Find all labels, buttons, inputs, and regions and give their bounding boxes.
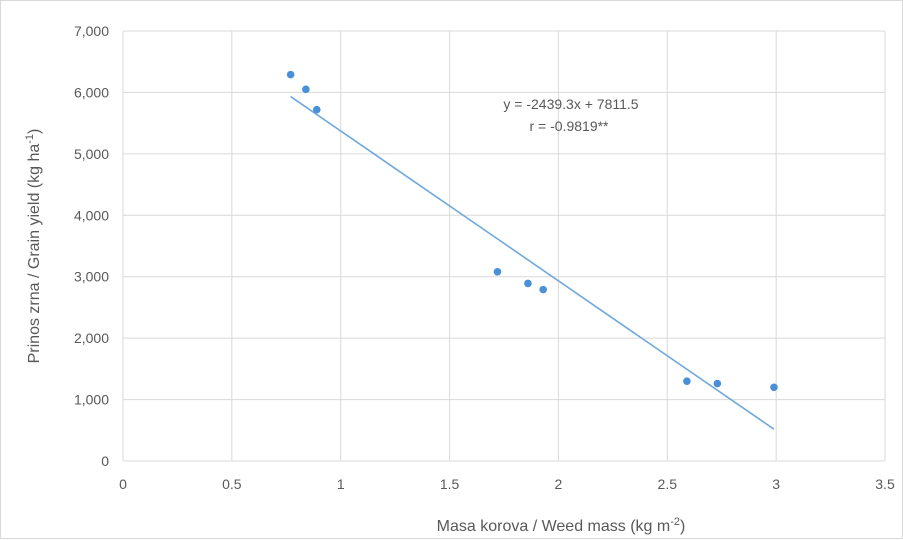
y-axis-title: Prinos zrna / Grain yield (kg ha-1) [24,129,43,364]
trendline [290,95,775,430]
y-tick-label: 2,000 [74,330,109,346]
y-tick-label: 5,000 [74,146,109,162]
x-tick-label: 1.5 [440,476,460,492]
data-point [302,85,310,94]
data-point [312,105,321,114]
data-points [286,70,778,392]
tick-labels: 0 1,000 2,000 3,000 4,000 5,000 6,000 7,000 0 0.5… [74,23,895,492]
data-point [539,285,547,294]
x-tick-label: 2 [555,476,563,492]
data-point [493,268,502,276]
y-tick-label: 0 [101,453,109,469]
gridlines [122,30,886,462]
y-tick-label: 6,000 [74,84,109,100]
x-tick-label: 3.5 [875,476,895,492]
data-point [770,383,778,392]
y-tick-label: 4,000 [74,207,109,223]
y-tick-label: 7,000 [74,23,109,39]
x-tick-label: 0.5 [222,476,242,492]
y-tick-label: 1,000 [74,392,109,408]
x-axis-title: Masa korova / Weed mass (kg m-2) [437,516,686,535]
data-point [286,70,295,79]
correlation-coefficient: r = -0.9819** [530,118,610,134]
data-point [713,379,722,388]
data-point [683,377,691,385]
y-tick-label: 3,000 [74,269,109,285]
data-point [524,279,532,288]
x-tick-label: 2.5 [658,476,678,492]
x-tick-label: 1 [337,476,345,492]
x-tick-label: 3 [772,476,780,492]
regression-equation: y = -2439.3x + 7811.5 [503,96,638,112]
x-tick-label: 0 [119,476,127,492]
